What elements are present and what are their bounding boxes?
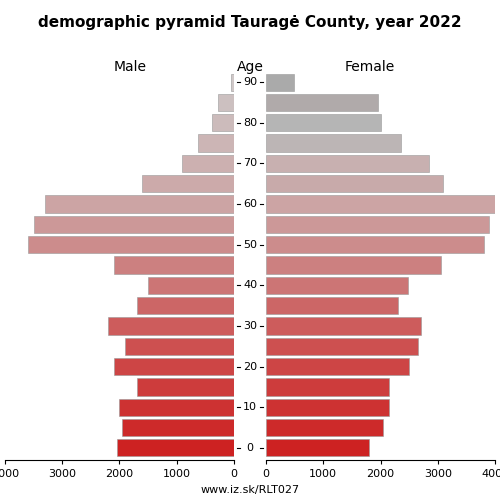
Bar — [212, 114, 234, 132]
Bar — [266, 297, 398, 314]
Bar — [266, 378, 389, 396]
Bar — [45, 196, 234, 212]
Bar — [266, 318, 420, 334]
Bar — [266, 398, 389, 416]
Bar — [136, 297, 234, 314]
Bar — [182, 155, 234, 172]
Bar — [266, 134, 400, 152]
Bar — [218, 94, 234, 111]
Bar — [266, 94, 378, 111]
Bar — [136, 378, 234, 396]
Text: Male: Male — [114, 60, 146, 74]
Text: 80: 80 — [243, 118, 257, 128]
Text: 10: 10 — [243, 402, 257, 412]
Bar — [266, 439, 369, 456]
Bar — [122, 419, 234, 436]
Text: 40: 40 — [243, 280, 257, 290]
Bar — [108, 318, 234, 334]
Text: Female: Female — [345, 60, 395, 74]
Text: 0: 0 — [246, 443, 254, 453]
Bar — [148, 276, 234, 294]
Text: 90: 90 — [243, 77, 257, 87]
Text: Age: Age — [236, 60, 264, 74]
Bar — [266, 196, 495, 212]
Bar — [125, 338, 234, 355]
Bar — [266, 74, 293, 91]
Text: 50: 50 — [243, 240, 257, 250]
Text: 60: 60 — [243, 199, 257, 209]
Bar — [266, 338, 418, 355]
Bar — [34, 216, 234, 233]
Bar — [266, 256, 440, 274]
Bar — [114, 358, 234, 375]
Text: demographic pyramid Tauragė County, year 2022: demographic pyramid Tauragė County, year… — [38, 15, 462, 30]
Text: 70: 70 — [243, 158, 257, 168]
Bar — [266, 358, 409, 375]
Bar — [266, 216, 490, 233]
Text: 30: 30 — [243, 321, 257, 331]
Bar — [142, 175, 234, 192]
Bar — [266, 175, 444, 192]
Bar — [266, 419, 384, 436]
Bar — [114, 256, 234, 274]
Bar — [120, 398, 234, 416]
Bar — [116, 439, 234, 456]
Text: 20: 20 — [243, 362, 257, 372]
Bar — [266, 276, 408, 294]
Bar — [198, 134, 234, 152]
Text: www.iz.sk/RLT027: www.iz.sk/RLT027 — [200, 485, 300, 495]
Bar — [266, 114, 380, 132]
Bar — [266, 155, 429, 172]
Bar — [28, 236, 234, 254]
Bar — [266, 236, 484, 254]
Bar — [231, 74, 234, 91]
